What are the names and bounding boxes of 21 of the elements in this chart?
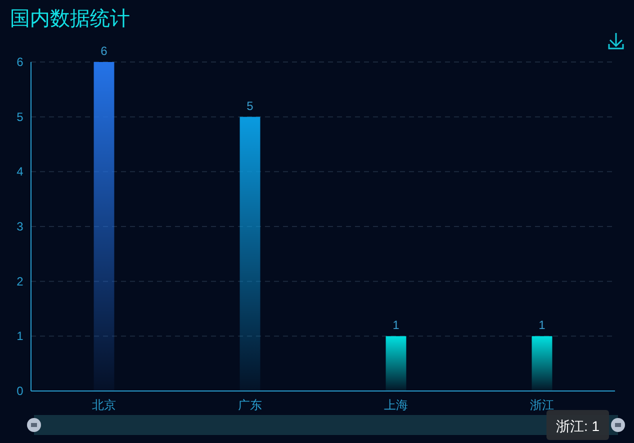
y-tick-label: 5 bbox=[16, 110, 24, 124]
x-tick-label: 浙江 bbox=[530, 398, 554, 412]
y-tick-label: 4 bbox=[16, 164, 24, 179]
y-tick-label: 1 bbox=[16, 329, 24, 344]
bar bbox=[386, 336, 406, 391]
data-label: 5 bbox=[246, 98, 254, 113]
data-label: 1 bbox=[538, 318, 546, 332]
data-label: 6 bbox=[100, 44, 108, 58]
chart-title: 国内数据统计 bbox=[10, 8, 130, 30]
y-tick-label: 3 bbox=[16, 220, 24, 234]
x-tick-label: 广东 bbox=[238, 398, 262, 412]
bar bbox=[94, 62, 114, 391]
x-tick-label: 北京 bbox=[92, 398, 116, 412]
y-tick-label: 2 bbox=[16, 274, 24, 288]
bar bbox=[532, 336, 552, 391]
text: 浙江: 1 bbox=[556, 418, 600, 434]
bar bbox=[240, 116, 260, 391]
y-tick-label: 0 bbox=[16, 384, 24, 398]
data-label: 1 bbox=[392, 318, 400, 332]
y-tick-label: 6 bbox=[16, 55, 24, 69]
x-tick-label: 上海 bbox=[384, 398, 408, 412]
